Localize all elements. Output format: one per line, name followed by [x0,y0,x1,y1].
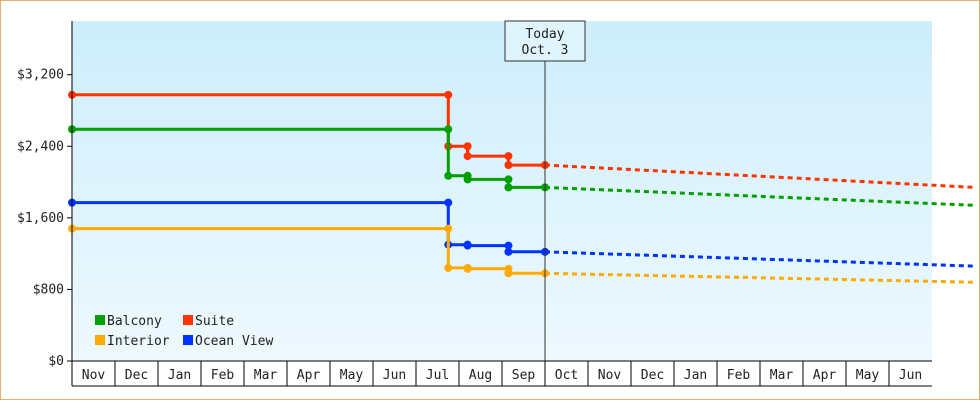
x-month-label: Jun [383,368,406,383]
x-month-label: Aug [469,368,492,383]
legend-swatch-ocean-view [183,335,193,345]
x-month-label: Nov [82,368,106,383]
x-month-label: Mar [254,368,278,383]
x-month-label: Jan [684,368,707,383]
data-point-balcony [444,171,453,180]
data-point-interior [444,263,453,272]
legend-swatch-interior [95,335,105,345]
x-month-label: Jul [426,368,449,383]
x-month-label: Feb [727,368,751,383]
data-point-ocean-view [504,247,513,256]
plot-background [72,21,932,361]
x-month-label: Oct [555,368,578,383]
x-month-label: Dec [125,368,148,383]
y-tick-label: $1,600 [17,211,64,226]
data-point-suite [504,161,513,170]
data-point-suite [444,90,453,99]
y-tick-label: $0 [48,354,64,369]
x-month-label: Mar [770,368,794,383]
x-month-label: Nov [598,368,622,383]
data-point-suite [463,152,472,161]
y-tick-label: $2,400 [17,139,64,154]
today-date: Oct. 3 [522,43,569,58]
y-tick-label: $800 [33,282,64,297]
data-point-ocean-view [444,198,453,207]
data-point-suite [463,142,472,151]
x-month-label: May [340,368,364,383]
legend-label-balcony: Balcony [107,314,162,329]
legend-label-suite: Suite [195,314,234,329]
today-callout-box [504,20,586,62]
legend-label-interior: Interior [107,334,170,349]
data-point-ocean-view [504,241,513,250]
data-point-balcony [463,175,472,184]
legend-swatch-balcony [95,315,105,325]
x-month-label: Apr [813,368,837,383]
legend-swatch-suite [183,315,193,325]
data-point-balcony [504,183,513,192]
data-point-ocean-view [463,241,472,250]
x-month-label: Apr [297,368,321,383]
data-point-balcony [444,125,453,134]
x-month-label: Jun [899,368,922,383]
x-month-label: May [856,368,880,383]
data-point-balcony [504,175,513,184]
data-point-interior [463,264,472,273]
legend-label-ocean-view: Ocean View [195,334,273,349]
x-month-label: Dec [641,368,664,383]
x-month-label: Jan [168,368,191,383]
today-label: Today [525,27,564,42]
x-month-label: Sep [512,368,536,383]
data-point-suite [504,152,513,161]
data-point-interior [504,269,513,278]
data-point-interior [444,224,453,233]
y-tick-label: $3,200 [17,68,64,83]
x-month-label: Feb [211,368,235,383]
